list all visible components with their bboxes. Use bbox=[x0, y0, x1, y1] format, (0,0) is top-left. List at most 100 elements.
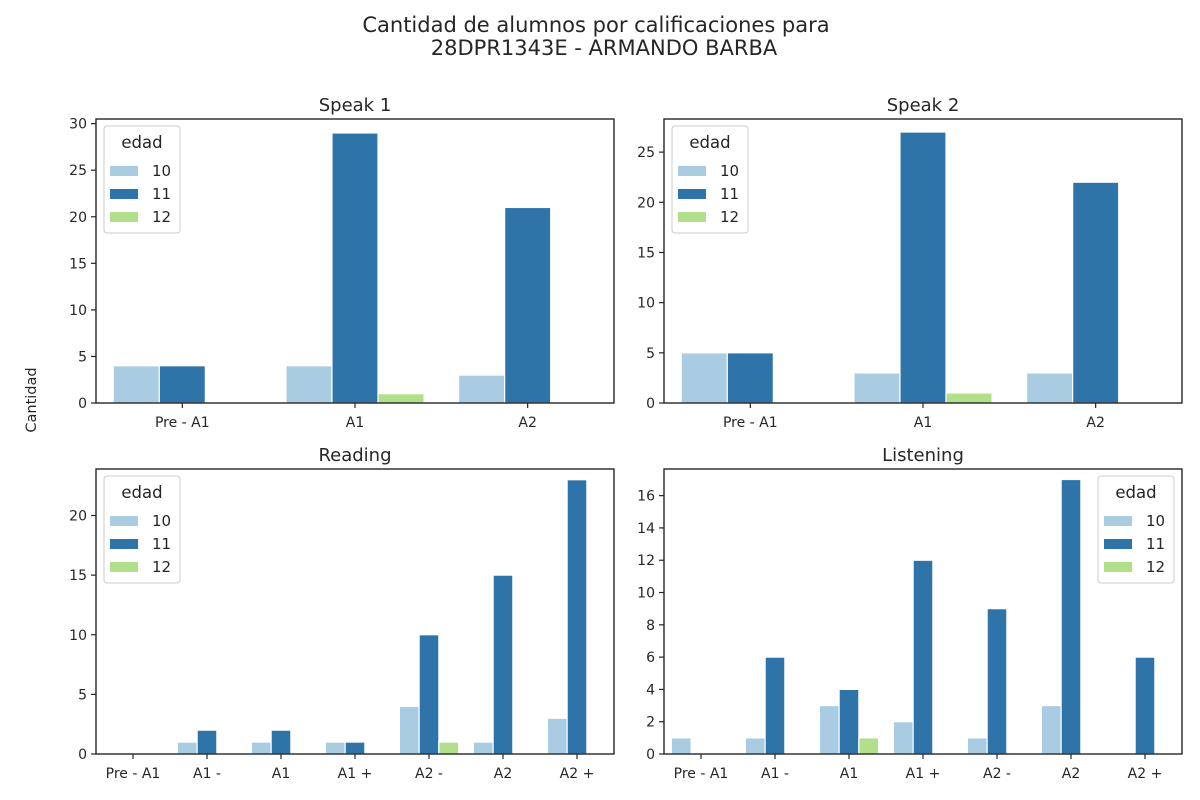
bar bbox=[270, 729, 292, 755]
legend-title: edad bbox=[689, 133, 730, 152]
x-tick-label: Pre - A1 bbox=[155, 415, 210, 431]
legend-label-11: 11 bbox=[1146, 535, 1165, 553]
legend-box bbox=[1097, 475, 1175, 584]
bar bbox=[438, 741, 460, 755]
y-tick-label: 10 bbox=[637, 586, 655, 602]
y-tick-label: 20 bbox=[637, 195, 655, 211]
bar bbox=[472, 741, 494, 755]
x-tick-label: A1 - bbox=[761, 766, 789, 782]
y-tick-label: 20 bbox=[69, 509, 87, 525]
legend-label-12: 12 bbox=[1146, 558, 1165, 576]
x-tick-label: Pre - A1 bbox=[723, 415, 778, 431]
x-tick-label: A1 bbox=[914, 415, 932, 431]
x-tick-label: A2 bbox=[1062, 766, 1080, 782]
y-axis-label: Cantidad bbox=[24, 367, 40, 432]
bar bbox=[1025, 372, 1074, 404]
bar bbox=[196, 729, 218, 755]
y-tick-label: 0 bbox=[78, 747, 87, 763]
bar bbox=[838, 688, 860, 755]
legend-title: edad bbox=[121, 133, 162, 152]
legend-swatch-12 bbox=[1104, 562, 1132, 572]
y-tick-label: 5 bbox=[78, 349, 87, 365]
bar bbox=[744, 737, 766, 755]
legend-swatch-10 bbox=[1104, 516, 1132, 526]
x-tick-label: A2 bbox=[518, 415, 536, 431]
y-tick-label: 0 bbox=[646, 747, 655, 763]
legend-box bbox=[103, 475, 181, 584]
x-tick-label: A2 - bbox=[983, 766, 1011, 782]
bar bbox=[377, 393, 425, 404]
legend-label-12: 12 bbox=[152, 558, 171, 576]
x-tick-label: A1 + bbox=[338, 766, 373, 782]
chart-title: Speak 2 bbox=[887, 95, 960, 116]
x-tick-label: A2 - bbox=[415, 766, 443, 782]
bar bbox=[250, 741, 272, 755]
legend-swatch-12 bbox=[110, 212, 138, 222]
legend-label-10: 10 bbox=[720, 162, 739, 180]
y-tick-label: 5 bbox=[646, 346, 655, 362]
y-tick-label: 20 bbox=[69, 210, 87, 226]
bar bbox=[1134, 656, 1156, 755]
bar bbox=[670, 737, 692, 755]
bar bbox=[899, 131, 947, 404]
legend-label-10: 10 bbox=[152, 162, 171, 180]
legend-label-10: 10 bbox=[1146, 512, 1165, 530]
bar bbox=[853, 372, 901, 404]
bar bbox=[966, 737, 988, 755]
legend-swatch-11 bbox=[1104, 539, 1132, 549]
legend-title: edad bbox=[121, 483, 162, 502]
chart-panel-2: Speak 2 0 5 10 15 20 25 Pre - A1 A1 A2 edad 10 11 12 bbox=[637, 95, 1183, 431]
x-tick-label: A2 + bbox=[560, 766, 595, 782]
legend-box bbox=[671, 125, 749, 234]
legend-swatch-10 bbox=[110, 166, 138, 176]
y-tick-label: 15 bbox=[69, 568, 87, 584]
legend-label-11: 11 bbox=[152, 185, 171, 203]
x-tick-label: Pre - A1 bbox=[674, 766, 729, 782]
bar bbox=[158, 365, 206, 404]
bar bbox=[504, 206, 552, 404]
y-tick-label: 4 bbox=[646, 682, 655, 698]
y-tick-label: 25 bbox=[69, 163, 87, 179]
y-tick-label: 10 bbox=[69, 303, 87, 319]
bar bbox=[1072, 181, 1120, 404]
x-tick-label: A1 + bbox=[906, 766, 941, 782]
y-tick-label: 8 bbox=[646, 618, 655, 634]
x-tick-label: A1 bbox=[840, 766, 858, 782]
chart-title: Speak 1 bbox=[319, 95, 392, 116]
bar bbox=[986, 608, 1008, 755]
legend-label-10: 10 bbox=[152, 512, 171, 530]
y-tick-label: 10 bbox=[637, 296, 655, 312]
y-tick-label: 10 bbox=[69, 628, 87, 644]
legend: edad 10 11 12 bbox=[103, 125, 181, 234]
bar bbox=[680, 352, 728, 404]
y-tick-label: 15 bbox=[637, 245, 655, 261]
bar bbox=[492, 574, 514, 755]
y-tick-label: 2 bbox=[646, 715, 655, 731]
bar bbox=[546, 717, 568, 755]
y-tick-label: 15 bbox=[69, 256, 87, 272]
y-tick-label: 6 bbox=[646, 650, 655, 666]
x-tick-label: A1 - bbox=[193, 766, 221, 782]
chart-title: Listening bbox=[882, 445, 964, 466]
legend-box bbox=[103, 125, 181, 234]
x-tick-label: A2 + bbox=[1128, 766, 1163, 782]
y-tick-label: 0 bbox=[646, 396, 655, 412]
chart-title: Reading bbox=[318, 445, 391, 466]
legend-swatch-10 bbox=[678, 166, 706, 176]
bar bbox=[566, 479, 588, 755]
bar bbox=[858, 737, 880, 755]
bar bbox=[764, 656, 786, 755]
bar bbox=[818, 704, 840, 755]
legend-label-12: 12 bbox=[152, 208, 171, 226]
legend-label-11: 11 bbox=[720, 185, 739, 203]
chart-panel-3: Reading 0 5 10 15 20 Pre - A1 A1 - A1 A1 + A2 - A2 A… bbox=[69, 445, 615, 782]
bar bbox=[344, 741, 366, 755]
x-tick-label: A1 bbox=[272, 766, 290, 782]
bar bbox=[398, 705, 420, 755]
chart-panel-4: Listening 0 2 4 6 8 10 12 14 16 Pre - A1 A1 - A1 A1 +… bbox=[637, 445, 1183, 782]
legend-swatch-11 bbox=[110, 539, 138, 549]
y-tick-label: 30 bbox=[69, 117, 87, 133]
legend: edad 10 11 12 bbox=[671, 125, 749, 234]
x-tick-label: A1 bbox=[346, 415, 364, 431]
